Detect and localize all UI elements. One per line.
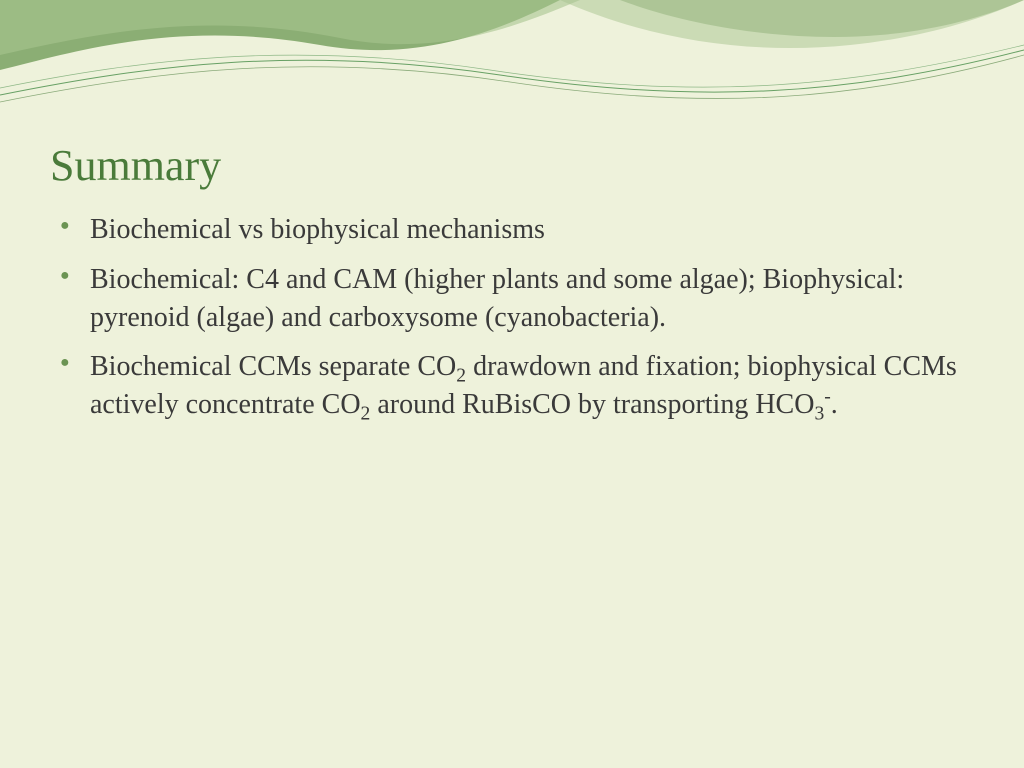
swoosh-fill-dark: [0, 0, 560, 70]
list-item: Biochemical vs biophysical mechanisms: [90, 211, 964, 249]
slide-title: Summary: [50, 140, 964, 191]
bullet-list: Biochemical vs biophysical mechanisms Bi…: [50, 211, 964, 424]
swoosh-fill-right-2: [620, 0, 1024, 37]
list-item: Biochemical: C4 and CAM (higher plants a…: [90, 261, 964, 337]
swoosh-line-1: [0, 50, 1024, 95]
slide-content: Summary Biochemical vs biophysical mecha…: [50, 140, 964, 436]
swoosh-line-3: [0, 45, 1024, 88]
swoosh-fill-light: [0, 0, 580, 55]
swoosh-line-2: [0, 55, 1024, 102]
swoosh-fill-right: [560, 0, 1024, 48]
list-item: Biochemical CCMs separate CO2 drawdown a…: [90, 348, 964, 424]
